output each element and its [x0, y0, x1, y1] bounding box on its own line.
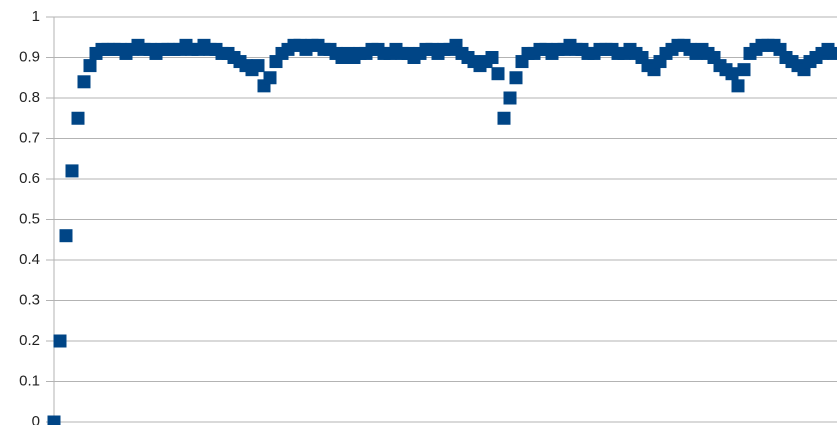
marker [737, 63, 751, 77]
y-tick-label: 0.7 [19, 129, 40, 146]
y-tick-label: 1 [32, 8, 40, 25]
y-tick-label: 0.4 [19, 251, 40, 268]
marker [491, 67, 505, 81]
y-tick-label: 0.6 [19, 170, 40, 187]
marker [83, 59, 97, 73]
marker [497, 111, 511, 125]
marker [263, 71, 277, 85]
marker [59, 229, 73, 243]
marker [77, 75, 91, 89]
marker [53, 334, 67, 348]
y-tick-label: 0 [32, 413, 40, 425]
marker [71, 111, 85, 125]
marker [503, 91, 517, 105]
marker [251, 59, 265, 73]
marker [509, 71, 523, 85]
marker [65, 164, 79, 178]
y-tick-label: 0.3 [19, 291, 40, 308]
marker [731, 79, 745, 93]
marker [827, 46, 837, 60]
marker [485, 51, 499, 64]
marker [47, 415, 61, 425]
y-tick-label: 0.8 [19, 89, 40, 106]
y-tick-label: 0.9 [19, 48, 40, 65]
y-tick-label: 0.5 [19, 210, 40, 227]
y-tick-label: 0.1 [19, 372, 40, 389]
marker [725, 67, 739, 81]
y-tick-label: 0.2 [19, 332, 40, 349]
